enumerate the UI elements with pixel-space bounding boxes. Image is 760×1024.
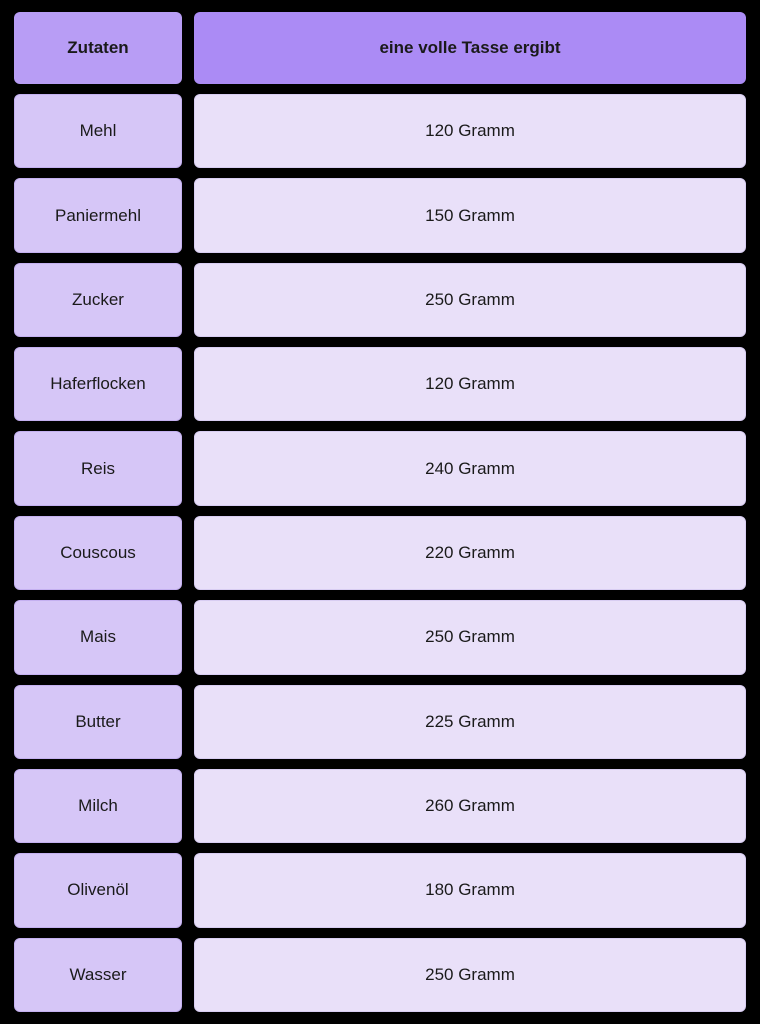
ingredient-cell: Butter bbox=[14, 685, 182, 759]
table-row: Milch 260 Gramm bbox=[14, 769, 746, 843]
table-row: Mais 250 Gramm bbox=[14, 600, 746, 674]
table-row: Mehl 120 Gramm bbox=[14, 94, 746, 168]
amount-cell: 250 Gramm bbox=[194, 938, 746, 1012]
table-row: Couscous 220 Gramm bbox=[14, 516, 746, 590]
ingredient-cell: Milch bbox=[14, 769, 182, 843]
table-row: Paniermehl 150 Gramm bbox=[14, 178, 746, 252]
amount-cell: 220 Gramm bbox=[194, 516, 746, 590]
amount-cell: 250 Gramm bbox=[194, 263, 746, 337]
amount-cell: 120 Gramm bbox=[194, 94, 746, 168]
ingredient-cell: Wasser bbox=[14, 938, 182, 1012]
ingredient-cell: Reis bbox=[14, 431, 182, 505]
ingredient-conversion-table: Zutaten eine volle Tasse ergibt Mehl 120… bbox=[14, 12, 746, 1012]
amount-cell: 150 Gramm bbox=[194, 178, 746, 252]
ingredient-cell: Mais bbox=[14, 600, 182, 674]
table-row: Haferflocken 120 Gramm bbox=[14, 347, 746, 421]
amount-cell: 260 Gramm bbox=[194, 769, 746, 843]
header-amount: eine volle Tasse ergibt bbox=[194, 12, 746, 84]
table-row: Reis 240 Gramm bbox=[14, 431, 746, 505]
header-ingredient: Zutaten bbox=[14, 12, 182, 84]
table-header-row: Zutaten eine volle Tasse ergibt bbox=[14, 12, 746, 84]
amount-cell: 225 Gramm bbox=[194, 685, 746, 759]
table-row: Butter 225 Gramm bbox=[14, 685, 746, 759]
ingredient-cell: Couscous bbox=[14, 516, 182, 590]
table-row: Olivenöl 180 Gramm bbox=[14, 853, 746, 927]
table-row: Zucker 250 Gramm bbox=[14, 263, 746, 337]
table-row: Wasser 250 Gramm bbox=[14, 938, 746, 1012]
amount-cell: 240 Gramm bbox=[194, 431, 746, 505]
ingredient-cell: Mehl bbox=[14, 94, 182, 168]
amount-cell: 180 Gramm bbox=[194, 853, 746, 927]
amount-cell: 120 Gramm bbox=[194, 347, 746, 421]
ingredient-cell: Paniermehl bbox=[14, 178, 182, 252]
ingredient-cell: Olivenöl bbox=[14, 853, 182, 927]
ingredient-cell: Zucker bbox=[14, 263, 182, 337]
ingredient-cell: Haferflocken bbox=[14, 347, 182, 421]
amount-cell: 250 Gramm bbox=[194, 600, 746, 674]
